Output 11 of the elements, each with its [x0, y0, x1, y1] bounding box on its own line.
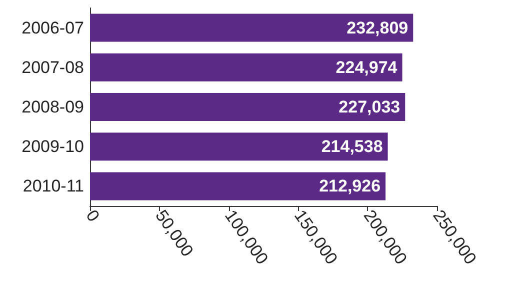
y-tick-label: 2009-10 [22, 137, 84, 156]
data-label: 227,033 [338, 98, 400, 116]
data-label: 212,926 [319, 176, 381, 196]
data-label: 224,974 [336, 58, 398, 77]
y-tick-label: 2006-07 [22, 18, 84, 38]
data-label: 214,538 [321, 137, 383, 156]
x-tick-label: 0 [82, 206, 104, 226]
y-tick-label: 2007-08 [22, 58, 84, 77]
data-label: 232,809 [346, 18, 408, 38]
y-tick-label: 2010-11 [22, 176, 84, 196]
y-tick-label: 2008-09 [22, 98, 84, 116]
